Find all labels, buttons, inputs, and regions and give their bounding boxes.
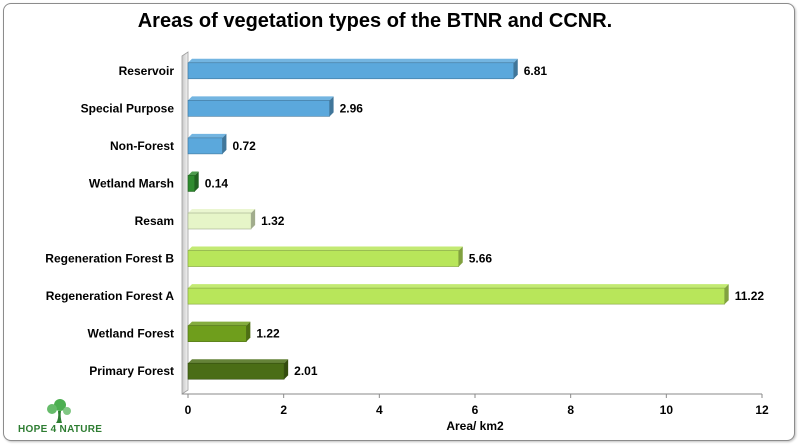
bar [187,362,285,380]
bar-top [188,284,729,289]
bar [187,137,223,155]
category-label: Special Purpose [81,101,175,115]
category-label: Wetland Forest [88,327,174,341]
logo-text: HOPE 4 NATURE [18,424,103,435]
value-label: 6.81 [524,64,548,78]
bar-end [458,246,463,267]
value-label: 0.14 [205,176,229,190]
x-tick-label: 0 [185,403,192,417]
bar [187,250,460,267]
bar-end [513,58,518,79]
bar-top [188,171,199,176]
bar-end [246,321,251,342]
bar-end [194,171,199,192]
bar [187,62,515,80]
category-label: Primary Forest [89,364,174,378]
x-tick-label: 2 [280,403,287,417]
x-axis-title: Area/ km2 [446,419,504,433]
x-tick-label: 8 [567,403,574,417]
category-label: Regeneration Forest A [46,289,175,303]
bar-top [188,321,251,326]
x-tick-label: 10 [660,403,674,417]
bar-top [188,209,256,213]
category-label: Non-Forest [110,139,174,153]
value-label: 0.72 [232,139,256,153]
bar-top [188,246,463,251]
hope-4-nature-logo [47,399,71,423]
value-label: 1.32 [261,214,285,228]
value-label: 1.22 [256,327,280,341]
bar [187,212,252,230]
chart-title: Areas of vegetation types of the BTNR an… [137,10,613,32]
category-label: Reservoir [119,64,175,78]
bar-top [188,359,289,364]
bar-top [188,58,518,63]
x-tick-label: 6 [472,403,479,417]
bar [187,287,725,305]
category-label: Regeneration Forest B [45,252,174,266]
bar-end [724,284,729,305]
bar-end [222,133,227,154]
value-label: 11.22 [735,289,765,303]
bar [187,325,247,342]
value-label: 5.66 [469,252,493,266]
bar [187,175,195,192]
category-label: Resam [135,214,174,228]
bar-end [284,359,289,380]
bar-end [251,209,256,229]
x-tick-label: 4 [376,403,383,417]
value-label: 2.96 [340,101,364,115]
bar-end [329,96,334,117]
bar [187,100,330,117]
category-label: Wetland Marsh [89,176,174,190]
bar-top [188,133,227,138]
left-wall [181,51,189,395]
value-label: 2.01 [294,364,318,378]
x-tick-label: 12 [755,403,769,417]
bar-top [188,96,334,101]
